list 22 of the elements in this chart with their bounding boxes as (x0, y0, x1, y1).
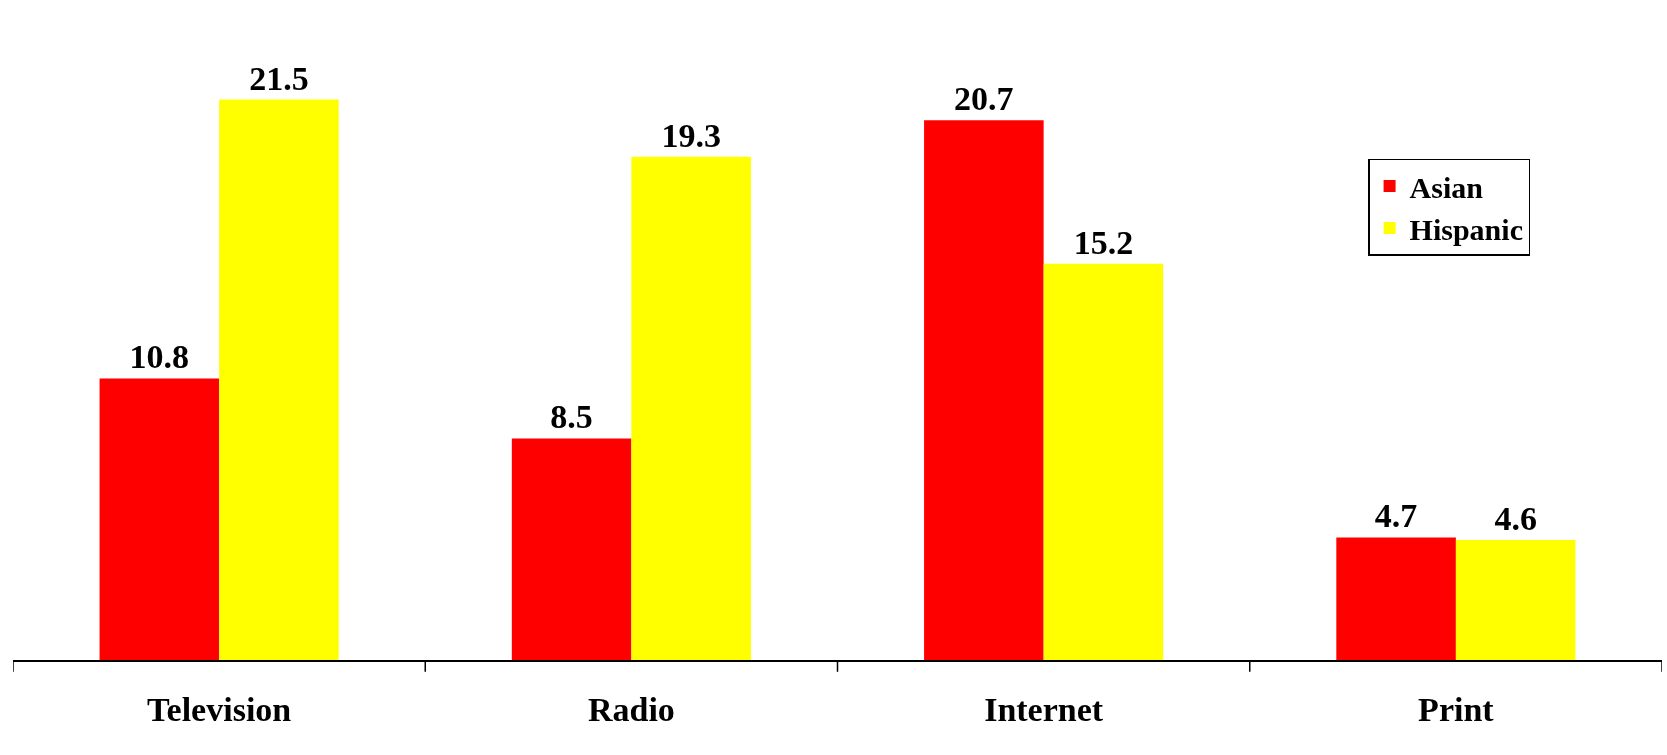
x-tick-label: Television (147, 690, 292, 728)
data-label: 4.7 (1374, 497, 1418, 535)
legend-label: Asian (1409, 170, 1484, 204)
data-label: 4.6 (1494, 500, 1537, 538)
bar (924, 120, 1044, 660)
x-tick-label: Print (1418, 690, 1495, 728)
data-label: 21.5 (249, 59, 309, 97)
bar (219, 99, 339, 660)
legend-label: Hispanic (1409, 212, 1523, 246)
data-label: 10.8 (129, 338, 190, 376)
data-label: 19.3 (661, 116, 721, 154)
bar (1455, 540, 1576, 660)
data-label: 15.2 (1073, 223, 1134, 261)
data-label: 8.5 (550, 398, 593, 436)
x-tick-label: Radio (587, 690, 675, 728)
x-tick-label: Internet (984, 690, 1104, 728)
bar (631, 156, 751, 660)
bar (1336, 537, 1456, 660)
bar (511, 438, 632, 660)
data-label: 20.7 (954, 80, 1014, 118)
bar (1043, 263, 1164, 660)
bar (99, 378, 220, 660)
